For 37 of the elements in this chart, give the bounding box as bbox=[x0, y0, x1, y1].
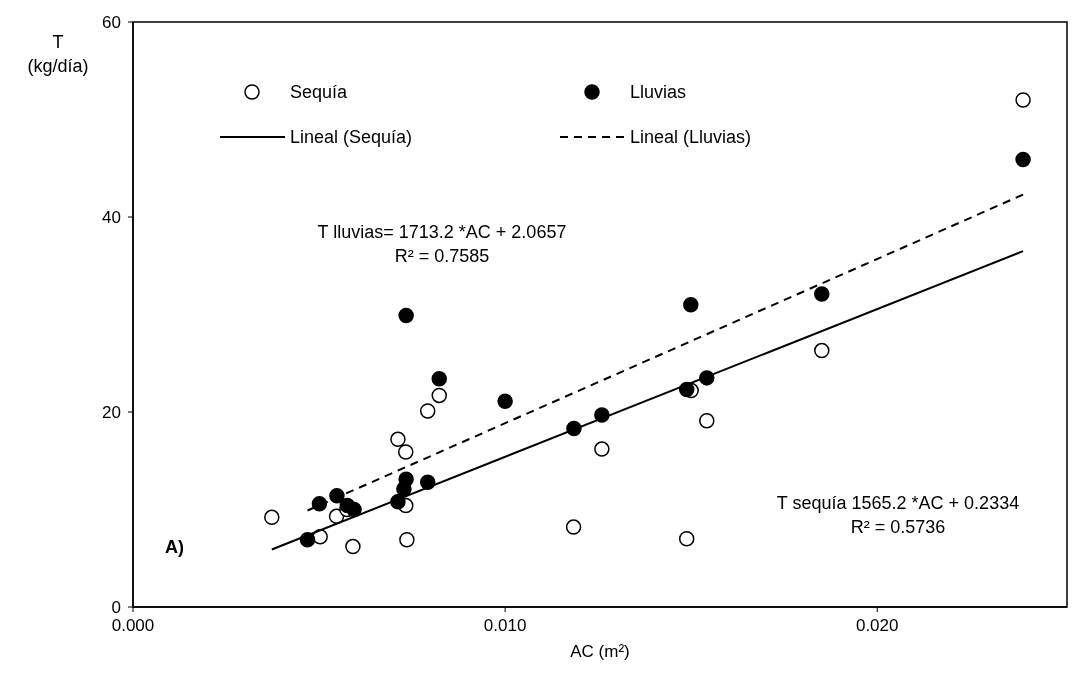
point bbox=[399, 531, 415, 548]
legend-label: Lluvias bbox=[630, 82, 687, 103]
point bbox=[346, 501, 362, 518]
x-tick-label: 0.010 bbox=[483, 616, 527, 635]
x-axis-title: AC (m²) bbox=[570, 642, 630, 661]
point bbox=[398, 471, 414, 488]
point bbox=[814, 342, 830, 359]
x-tick-label: 0.000 bbox=[111, 616, 155, 635]
legend-label: Sequía bbox=[290, 82, 349, 103]
point bbox=[398, 444, 414, 460]
point bbox=[814, 286, 830, 302]
point bbox=[678, 531, 695, 547]
point bbox=[699, 413, 715, 429]
y-tick-label: 20 bbox=[102, 402, 121, 422]
point bbox=[1015, 151, 1031, 168]
point bbox=[345, 538, 361, 555]
y-tick-label: 60 bbox=[102, 12, 121, 32]
y-axis-title: T (kg/día) bbox=[27, 32, 89, 76]
y-tick-label: 40 bbox=[102, 207, 121, 227]
point bbox=[264, 509, 280, 526]
point bbox=[683, 297, 699, 313]
point bbox=[431, 387, 447, 404]
point bbox=[431, 371, 447, 387]
annotation: A) bbox=[165, 537, 184, 557]
point bbox=[419, 403, 436, 419]
legend-label: Lineal (Sequía) bbox=[290, 127, 413, 148]
point bbox=[497, 393, 513, 410]
point bbox=[1015, 92, 1031, 108]
x-tick-label: 0.020 bbox=[855, 616, 899, 635]
annotation: T lluvias= 1713.2 *AC + 2.0657 R² = 0.7585 bbox=[317, 222, 567, 266]
point bbox=[594, 441, 610, 457]
point bbox=[565, 519, 582, 535]
y-tick-label: 0 bbox=[111, 597, 121, 617]
point bbox=[390, 431, 406, 448]
legend-label: Lineal (Lluvias) bbox=[630, 127, 752, 148]
annotation: T sequía 1565.2 *AC + 0.2334 R² = 0.5736 bbox=[776, 493, 1020, 537]
point bbox=[398, 307, 414, 324]
